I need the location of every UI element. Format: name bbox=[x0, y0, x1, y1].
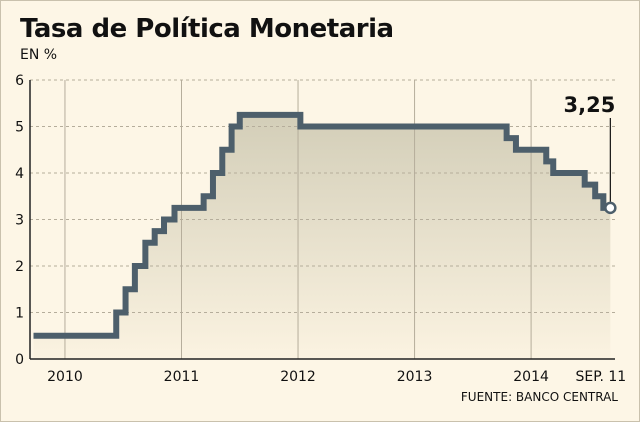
x-tick-label: 2012 bbox=[280, 369, 316, 385]
chart-title: Tasa de Política Monetaria bbox=[20, 14, 394, 44]
area-fill bbox=[33, 114, 611, 359]
last-point-marker bbox=[604, 201, 617, 215]
x-tick-label: SEP. 11 bbox=[576, 369, 627, 385]
x-tick-label: 2011 bbox=[164, 369, 200, 385]
source-note: FUENTE: BANCO CENTRAL bbox=[460, 390, 618, 404]
y-tick-label: 0 bbox=[15, 352, 24, 368]
x-tick-label: 2013 bbox=[397, 369, 433, 385]
y-tick-label: 4 bbox=[15, 166, 24, 182]
x-tick-label: 2010 bbox=[47, 369, 83, 385]
y-axis-label: EN % bbox=[20, 47, 58, 63]
series-line bbox=[33, 111, 611, 339]
y-tick-label: 6 bbox=[15, 73, 24, 89]
y-tick-label: 5 bbox=[15, 120, 24, 136]
x-tick-label: 2014 bbox=[513, 369, 549, 385]
y-tick-label: 3 bbox=[15, 213, 24, 229]
y-tick-label: 2 bbox=[15, 259, 24, 275]
annotation-value: 3,25 bbox=[564, 93, 616, 117]
y-tick-label: 1 bbox=[15, 306, 24, 322]
